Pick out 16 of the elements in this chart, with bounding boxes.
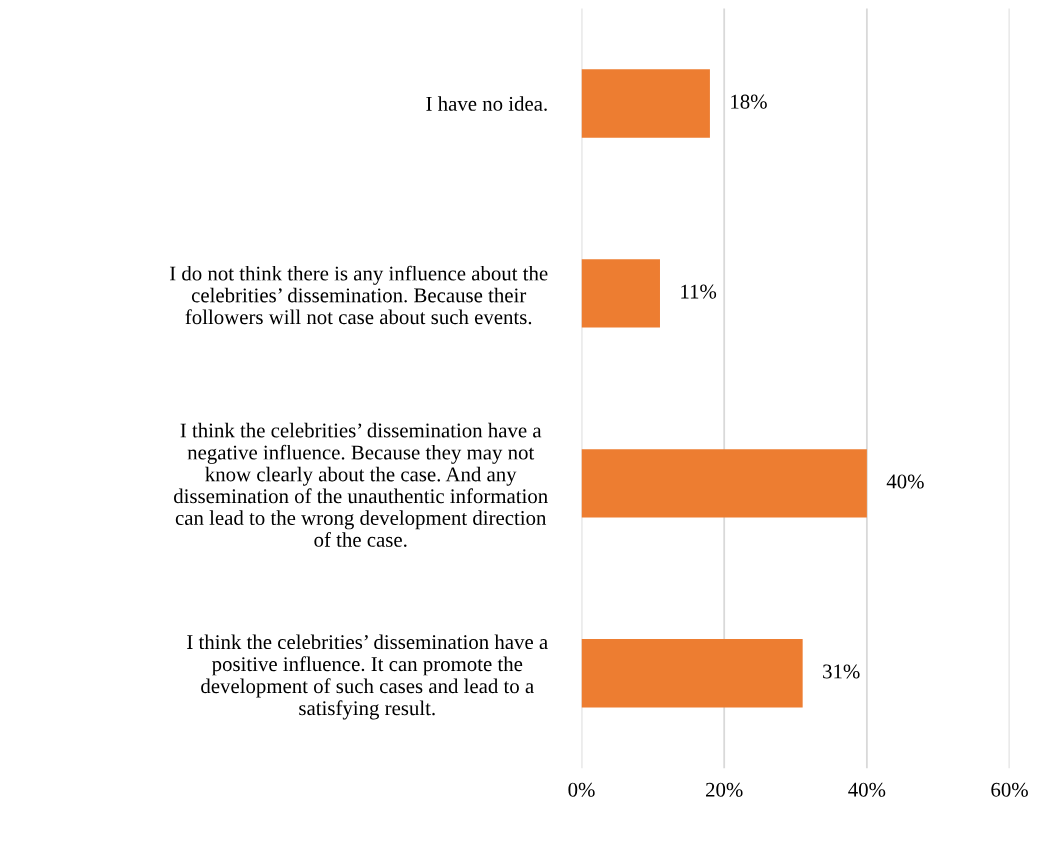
data-label: 40% [886,474,924,489]
y-tick-label: I have no idea. [426,96,547,111]
data-label: 31% [823,664,860,679]
bar [581,449,867,518]
data-label: 11% [681,284,717,299]
x-tick-label: 60% [991,782,1028,797]
y-tick-label: I think the celebrities’ dissemination have a negative influence. Because they may not know clearly about the case. And any dissemination of the unauthentic information can lead to the wrong development direction of the case. [174,422,548,547]
bar [581,639,803,708]
y-tick-label: I do not think there is any influence about the celebrities’ dissemination. Because their followers will not case about such events. [169,265,548,325]
bar [581,69,710,138]
x-tick-label: 0% [568,782,595,797]
y-tick-label: I think the celebrities’ dissemination have a positive influence. It can promote the development of such cases and lead to a satisfying result. [187,634,548,720]
x-tick-label: 20% [706,782,743,797]
data-label: 18% [731,94,767,109]
x-tick-label: 40% [848,782,886,797]
bar [581,259,660,328]
